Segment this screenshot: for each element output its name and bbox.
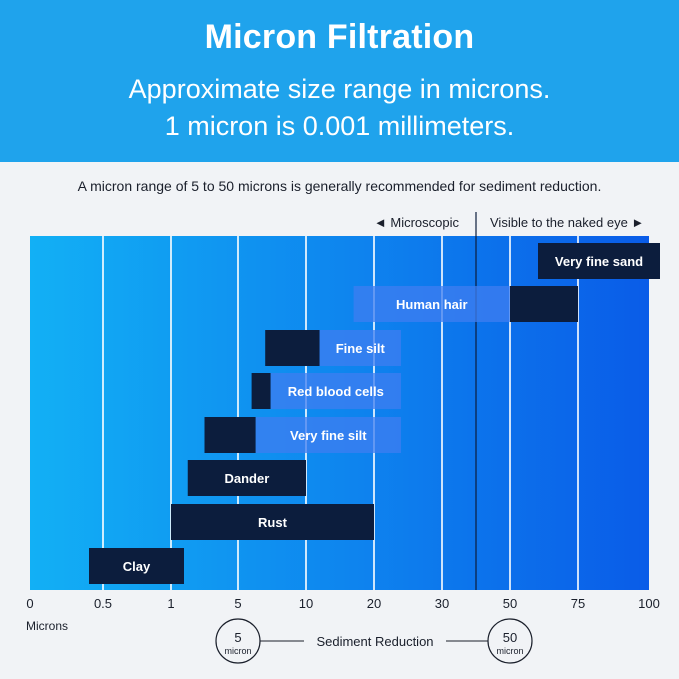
bar-translucent-segment — [319, 330, 401, 366]
range-bar: Human hair — [353, 286, 578, 322]
bar-dark-segment — [538, 243, 660, 279]
bar-label: Human hair — [396, 297, 468, 312]
bar-label: Rust — [258, 515, 288, 530]
x-tick-label: 75 — [571, 596, 585, 611]
range-bar: Very fine sand — [538, 243, 660, 279]
x-axis-label: Microns — [26, 619, 68, 633]
range-bar: Dander — [187, 460, 306, 496]
range-bar: Rust — [171, 504, 374, 540]
bar-translucent-segment — [255, 417, 401, 453]
range-bar: Fine silt — [265, 330, 401, 366]
bar-dark-segment — [171, 504, 374, 540]
range-bar: Clay — [89, 548, 184, 584]
range-circle-unit: micron — [496, 646, 523, 656]
range-start-circle — [215, 618, 261, 664]
x-tick-label: 20 — [367, 596, 381, 611]
subtitle-line-2: 1 micron is 0.001 millimeters. — [164, 111, 515, 141]
x-tick-label: 1 — [167, 596, 174, 611]
legend-microscopic: ◄ Microscopic — [374, 215, 460, 230]
range-circle-unit: micron — [224, 646, 251, 656]
x-tick-label: 100 — [638, 596, 660, 611]
bar-dark-segment — [187, 460, 306, 496]
sediment-reduction-label: Sediment Reduction — [316, 634, 433, 649]
x-tick-label: 30 — [435, 596, 449, 611]
bar-translucent-segment — [270, 373, 401, 409]
bar-dark-segment — [510, 286, 578, 322]
range-end-circle — [487, 618, 533, 664]
x-tick-label: 0.5 — [94, 596, 112, 611]
bar-dark-segment — [265, 330, 320, 366]
range-circle-value: 5 — [234, 630, 241, 645]
x-tick-label: 5 — [234, 596, 241, 611]
bar-dark-segment — [89, 548, 184, 584]
range-bar: Very fine silt — [204, 417, 401, 453]
bar-label: Fine silt — [336, 341, 386, 356]
header-banner: Micron Filtration Approximate size range… — [0, 0, 679, 162]
x-tick-label: 50 — [503, 596, 517, 611]
bar-label: Dander — [224, 471, 269, 486]
bar-dark-segment — [251, 373, 271, 409]
x-tick-label: 0 — [26, 596, 33, 611]
bar-label: Clay — [123, 559, 151, 574]
bars: Very fine sand Human hair Fine silt Red blo… — [89, 243, 660, 584]
page-title: Micron Filtration — [204, 18, 475, 56]
legend-visible: Visible to the naked eye ► — [490, 215, 644, 230]
recommendation-note: A micron range of 5 to 50 microns is gen… — [77, 178, 602, 194]
x-tick-label: 10 — [299, 596, 313, 611]
page-subtitle: Approximate size range in microns. 1 mic… — [0, 71, 679, 145]
subtitle-line-1: Approximate size range in microns. — [128, 74, 551, 104]
range-bar: Red blood cells — [251, 373, 401, 409]
bar-dark-segment — [204, 417, 256, 453]
bar-translucent-segment — [353, 286, 510, 322]
bar-label: Very fine silt — [290, 428, 367, 443]
bar-label: Red blood cells — [288, 384, 384, 399]
x-axis-ticks: 0 0.5 1 5 10 20 30 50 75 100 — [26, 596, 659, 611]
range-circle-value: 50 — [503, 630, 517, 645]
bar-label: Very fine sand — [555, 254, 643, 269]
